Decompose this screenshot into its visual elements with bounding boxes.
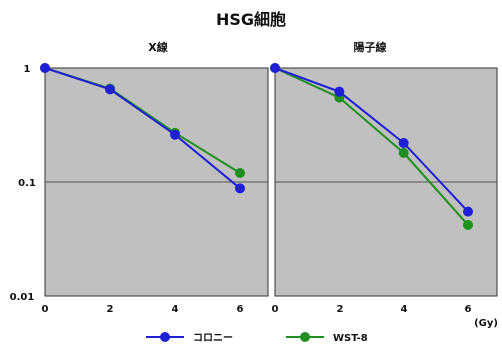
- figure-title: HSG細胞: [216, 10, 286, 29]
- series-line-wst8-proton: [274, 67, 469, 226]
- ytick-0.1: 0.1: [18, 178, 36, 189]
- xtick-proton-6: 6: [465, 304, 472, 315]
- data-point-colony-xray-0: [40, 63, 50, 73]
- data-point-colony-xray-2: [105, 84, 115, 95]
- legend-marker-wst8: [300, 332, 310, 342]
- xtick-proton-4: 4: [401, 304, 408, 315]
- data-point-wst8-proton-4: [398, 147, 409, 158]
- ytick-0.01: 0.01: [10, 292, 35, 303]
- data-point-colony-xray-4: [170, 129, 180, 140]
- data-point-colony-xray-6: [235, 183, 245, 194]
- chart-title-proton: 陽子線: [354, 40, 387, 54]
- xtick-proton-2: 2: [337, 304, 344, 315]
- xtick-xray-6: 6: [237, 304, 244, 315]
- chart-title-xray: X線: [148, 40, 167, 54]
- xtick-xray-4: 4: [172, 304, 179, 315]
- legend-label-wst8: WST-8: [333, 333, 368, 344]
- series-group-proton: [270, 63, 473, 230]
- data-point-wst8-proton-6: [463, 219, 473, 230]
- xtick-xray-2: 2: [107, 304, 114, 315]
- data-point-wst8-xray-6: [235, 167, 245, 178]
- chart-proton: 陽子線 0 2 4 6 (Gy): [270, 40, 498, 329]
- xtick-xray-0: 0: [42, 304, 49, 315]
- data-point-colony-proton-4: [398, 137, 409, 148]
- legend: コロニー WST-8: [146, 332, 368, 344]
- xtick-proton-0: 0: [272, 304, 279, 315]
- data-point-colony-proton-0: [270, 63, 280, 73]
- data-point-colony-proton-2: [334, 86, 345, 97]
- legend-label-colony: コロニー: [193, 333, 233, 344]
- series-line-colony-xray: [44, 67, 241, 190]
- legend-marker-colony: [160, 332, 170, 342]
- series-line-colony-proton: [274, 67, 469, 213]
- series-group-xray: [40, 63, 245, 194]
- ytick-1: 1: [24, 64, 31, 75]
- data-point-colony-proton-6: [463, 206, 473, 217]
- x-unit-label: (Gy): [474, 318, 498, 329]
- chart-xray: X線 1 0.1 0.01 0 2 4 6: [10, 40, 269, 315]
